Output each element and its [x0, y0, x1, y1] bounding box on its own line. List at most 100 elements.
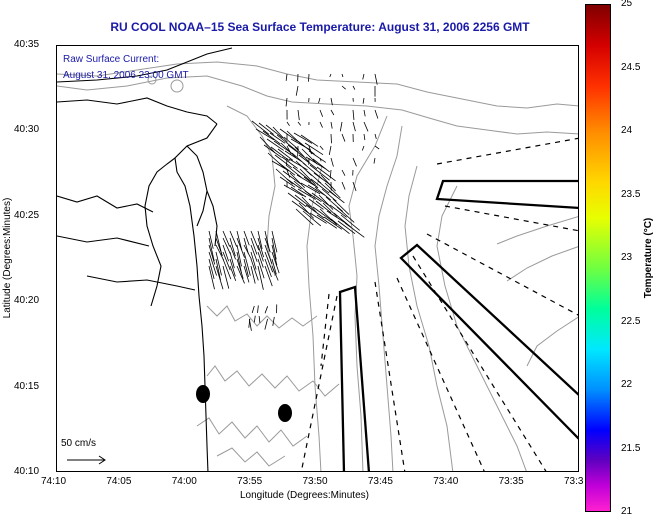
current-vector — [281, 156, 298, 169]
current-vector — [286, 130, 303, 146]
current-vector — [330, 218, 350, 235]
current-vector — [362, 97, 365, 104]
current-vector — [277, 148, 294, 161]
current-vector — [274, 154, 292, 168]
current-vector — [325, 196, 343, 212]
current-vector — [330, 109, 335, 116]
current-vector — [341, 181, 346, 190]
current-vector — [250, 244, 258, 262]
ship-transects — [338, 179, 578, 471]
map-plot-area[interactable]: Raw Surface Current: August 31, 2006 23:… — [56, 45, 579, 472]
current-vector — [318, 194, 334, 210]
current-vector — [248, 319, 252, 331]
buoy-marker-2 — [278, 404, 292, 422]
current-vector — [229, 265, 237, 282]
current-vector — [229, 237, 236, 257]
current-vector — [262, 130, 281, 145]
current-vector — [215, 244, 224, 261]
current-vector — [286, 169, 291, 178]
current-vector — [283, 136, 299, 150]
current-vector — [299, 168, 316, 186]
current-vector — [270, 146, 290, 162]
current-vector — [251, 305, 255, 314]
current-vector — [352, 181, 357, 192]
current-vector — [319, 208, 338, 226]
current-vector — [332, 198, 350, 215]
current-vector — [287, 144, 305, 158]
current-vector — [326, 210, 347, 224]
current-vector — [208, 230, 214, 249]
current-vector — [295, 85, 299, 96]
current-vector — [264, 318, 268, 330]
current-vector — [250, 237, 258, 255]
current-vector — [286, 121, 290, 127]
current-vector — [303, 176, 319, 189]
current-vector — [208, 237, 215, 262]
current-vector — [271, 258, 277, 275]
current-vector — [236, 237, 245, 258]
current-vector — [264, 251, 274, 273]
current-vector — [301, 196, 317, 213]
current-vector — [352, 121, 356, 132]
current-time-label: August 31, 2006 23:00 GMT — [63, 70, 189, 81]
current-vector — [297, 140, 315, 155]
current-vector — [243, 230, 250, 246]
current-vector — [215, 258, 221, 281]
lon-tick-label: 74:10 — [41, 476, 67, 487]
current-vector — [222, 237, 231, 254]
current-vector — [250, 258, 259, 281]
current-vector — [297, 109, 300, 121]
current-vector — [363, 133, 366, 141]
current-vector — [290, 186, 307, 198]
current-vector — [329, 73, 332, 78]
current-vector — [266, 138, 284, 151]
scale-label: 50 cm/s — [61, 438, 97, 449]
lat-tick-label: 40:20 — [14, 295, 40, 307]
current-vector — [271, 237, 277, 260]
colorbar-tick-label: 24.5 — [621, 61, 641, 73]
colorbar-tick-label: 21.5 — [621, 442, 641, 454]
current-vector — [243, 258, 249, 277]
current-vector — [258, 315, 261, 323]
lat-tick-label: 40:30 — [14, 124, 40, 136]
x-axis-title: Longitude (Degrees:Minutes) — [240, 490, 369, 501]
current-vector — [280, 142, 297, 158]
colorbar-tick-label: 24 — [621, 125, 633, 136]
current-vector — [278, 162, 296, 176]
current-vector — [322, 202, 338, 217]
lon-tick-label: 73:3 — [564, 476, 584, 487]
current-vector — [363, 121, 369, 132]
current-vector — [298, 202, 315, 219]
current-vector — [310, 178, 330, 194]
current-vector — [374, 145, 380, 150]
current-vector — [352, 157, 357, 167]
current-vector — [229, 244, 236, 260]
current-vector — [272, 126, 288, 143]
current-vector — [297, 188, 316, 200]
current-vector — [318, 97, 321, 104]
current-vector — [307, 184, 326, 196]
current-vector — [341, 169, 346, 176]
current-vector — [236, 244, 242, 267]
current-vector — [297, 121, 302, 126]
current-vector — [287, 192, 307, 208]
current-vector — [309, 164, 330, 181]
colorbar-tick-label: 21 — [621, 506, 633, 517]
current-vector — [253, 315, 256, 323]
lon-tick-label: 73:40 — [433, 476, 459, 487]
current-vector — [344, 222, 365, 238]
lon-tick-label: 73:45 — [367, 476, 393, 487]
current-vector — [320, 174, 336, 192]
current-vector — [298, 154, 318, 170]
current-vector — [271, 230, 278, 253]
current-vector — [319, 121, 323, 128]
current-vector — [264, 306, 268, 314]
colorbar-title: Temperature (°C) — [643, 217, 654, 299]
current-vector — [272, 316, 275, 326]
current-vector — [286, 145, 292, 155]
current-vector — [215, 265, 224, 290]
current-vector — [294, 194, 311, 208]
current-vector — [330, 121, 333, 129]
current-vector — [341, 73, 344, 78]
current-vector — [222, 244, 229, 262]
